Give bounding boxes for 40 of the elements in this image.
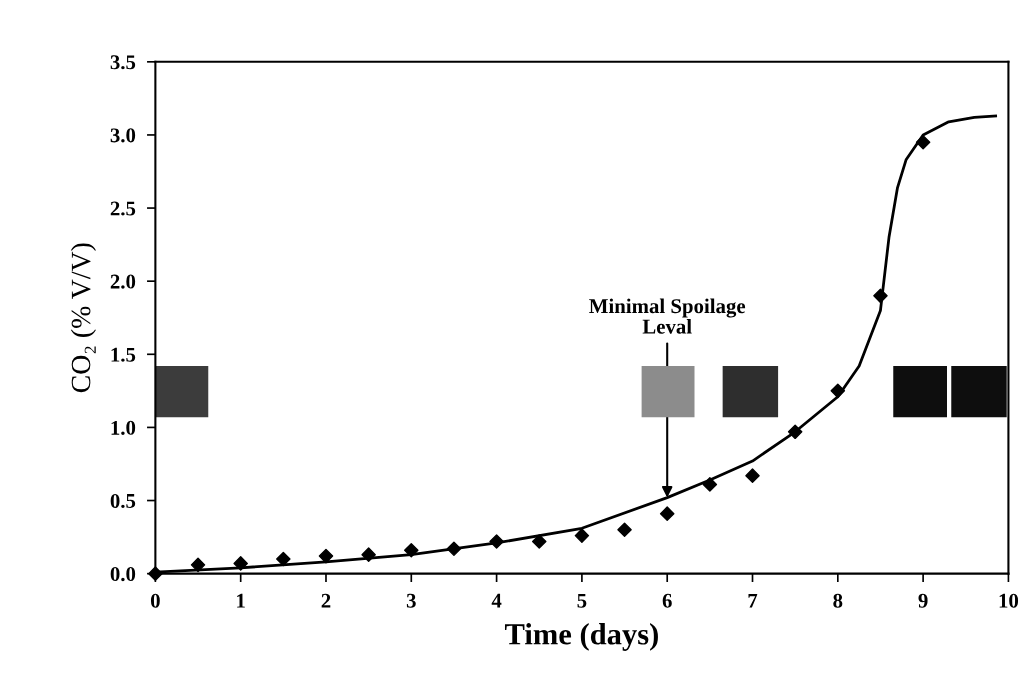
y-tick-label: 3.0 <box>110 128 136 143</box>
x-tick-label: 5 <box>577 593 587 608</box>
point <box>446 541 462 557</box>
point <box>702 477 718 492</box>
point <box>276 551 291 567</box>
x-tick-label: 9 <box>918 593 928 608</box>
x-tick-label: 1 <box>237 593 245 608</box>
point <box>318 548 334 564</box>
point <box>233 556 248 571</box>
point <box>745 468 760 483</box>
y-tick-label: 2.0 <box>110 274 136 289</box>
x-tick-label: 3 <box>406 593 416 608</box>
y-tick-label: 0.0 <box>110 567 136 582</box>
y-tick-label: 2.5 <box>110 201 136 216</box>
x-tick-label: 7 <box>748 593 758 608</box>
y-tick-label: 1.0 <box>111 420 136 435</box>
point <box>361 547 376 562</box>
point <box>531 534 547 549</box>
x-tick-label: 4 <box>491 593 502 608</box>
x-tick-label: 10 <box>999 593 1019 608</box>
point <box>489 534 504 549</box>
point <box>873 288 888 304</box>
x-tick-label: 2 <box>321 593 331 608</box>
annotation: Minimal Spoilage Leval <box>589 298 746 334</box>
x-tick-label: 6 <box>662 593 672 608</box>
point <box>617 522 632 538</box>
point <box>659 506 675 521</box>
x-tick-label: 0 <box>150 593 160 608</box>
y-tick-label: 3.5 <box>110 55 136 70</box>
x-axis-title: Time (days) <box>504 623 658 651</box>
point <box>787 424 803 440</box>
y-axis-title: CO₂ (% V/V) <box>70 243 96 393</box>
point <box>574 528 590 543</box>
y-tick-label: 0.5 <box>110 493 136 509</box>
x-tick-label: 8 <box>833 593 843 608</box>
point <box>404 542 419 558</box>
point <box>915 134 931 150</box>
point <box>190 557 206 573</box>
point <box>830 383 846 399</box>
y-tick-label: 1.5 <box>111 347 136 362</box>
